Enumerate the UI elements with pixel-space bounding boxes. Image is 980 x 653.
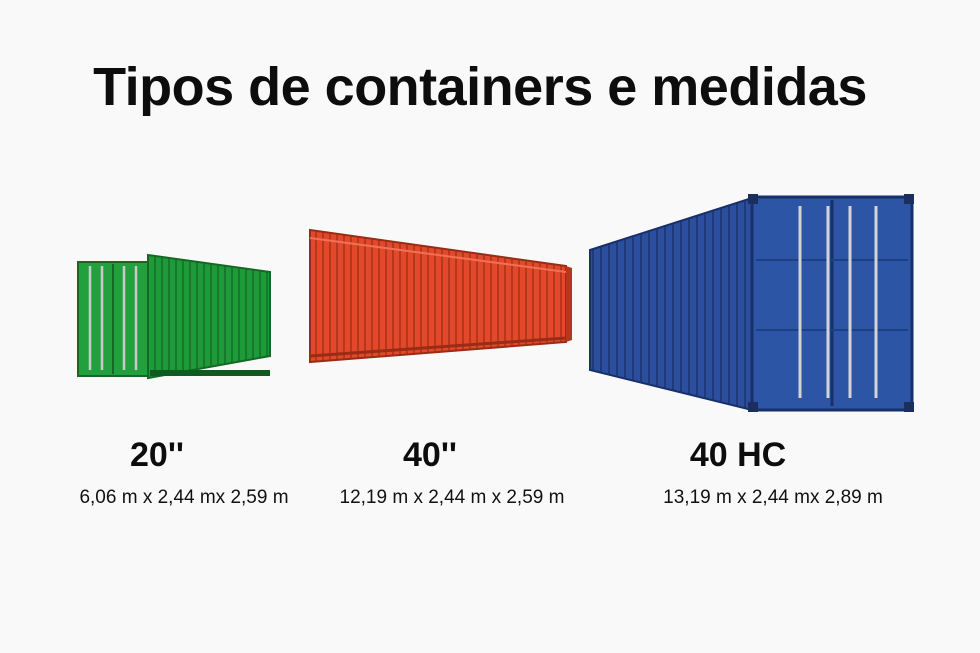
green-container-image	[77, 253, 271, 380]
container-dimensions-20: 6,06 m x 2,44 mx 2,59 m	[79, 487, 289, 508]
red-container-image	[309, 228, 572, 364]
container-dimensions-40: 12,19 m x 2,44 m x 2,59 m	[339, 487, 565, 508]
container-label-20: 20''	[130, 436, 184, 474]
container-label-40hc: 40 HC	[689, 436, 787, 474]
container-dimensions-40hc: 13,19 m x 2,44 mx 2,89 m	[663, 487, 883, 508]
blue-container-image	[589, 194, 914, 412]
container-label-40: 40''	[403, 436, 457, 474]
page-title: Tipos de containers e medidas	[93, 57, 867, 117]
